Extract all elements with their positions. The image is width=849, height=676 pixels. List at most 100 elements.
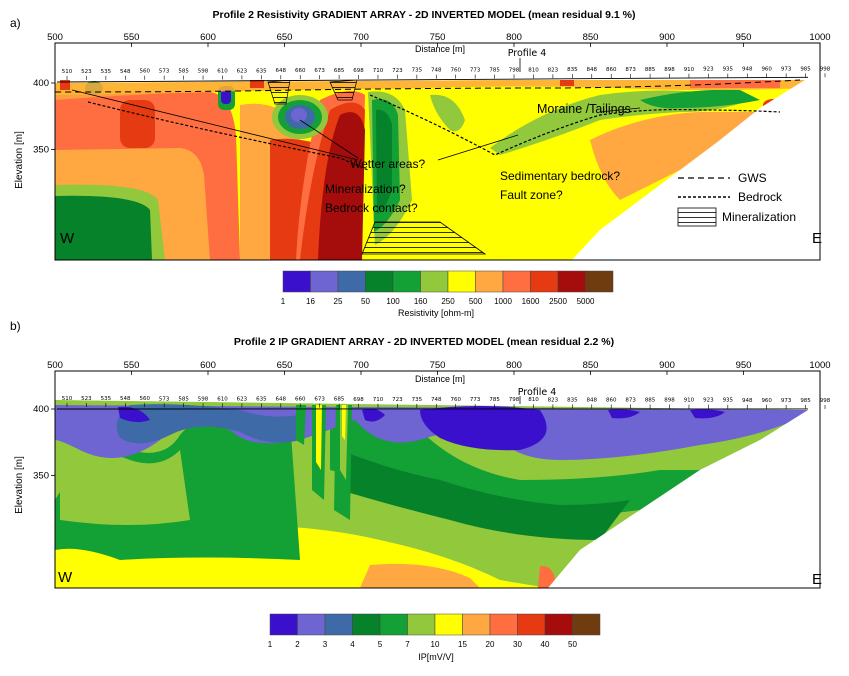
panel-a-color-scale: 1 16 25 50 100 160 250 500 1000 1600 2500 5000 xyxy=(281,270,614,306)
electrode-label: 835 xyxy=(567,397,578,403)
interpretation-legend: GWS Bedrock Mineralization xyxy=(677,171,796,227)
scale-value: 1000 xyxy=(494,297,512,306)
bedrock-line-east xyxy=(369,94,781,156)
scale-swatch xyxy=(530,270,559,293)
scale-value: 160 xyxy=(414,297,428,306)
scale-value: 5 xyxy=(378,640,383,649)
electrode-label: 873 xyxy=(625,397,636,403)
scale-swatch xyxy=(572,613,601,636)
electrode-label: 685 xyxy=(334,68,345,74)
electrode-label: 610 xyxy=(217,68,228,74)
electrode-label: 535 xyxy=(101,69,112,75)
panel-b-y-axis: 350 400 xyxy=(33,404,55,482)
panel-b-title: Profile 2 IP GRADIENT ARRAY - 2D INVERTE… xyxy=(234,336,614,348)
scale-value: 5000 xyxy=(577,297,595,306)
electrode-label: 548 xyxy=(120,69,131,75)
electrode-label: 598 xyxy=(198,69,209,75)
scale-value: 100 xyxy=(386,297,400,306)
electrode-label: 835 xyxy=(567,67,578,73)
scale-swatch xyxy=(544,613,573,636)
scale-value: 25 xyxy=(334,297,343,306)
electrode-label: 885 xyxy=(645,398,656,404)
panel-a-frame xyxy=(54,42,821,261)
scale-value: 50 xyxy=(361,297,370,306)
annotation-bedrock-contact: Bedrock contact? xyxy=(325,201,418,215)
electrode-label: 923 xyxy=(703,398,714,404)
panel-a-ylabel: Elevation [m] xyxy=(14,131,25,189)
electrode-label: 998 xyxy=(820,66,831,72)
scale-value: 15 xyxy=(458,640,467,649)
scale-swatch xyxy=(269,613,298,636)
scale-swatch xyxy=(447,270,476,293)
x-tick-label: 700 xyxy=(353,360,369,371)
electrode-label: 935 xyxy=(723,67,734,73)
electrode-label: 510 xyxy=(62,69,73,75)
electrode-label: 735 xyxy=(412,68,423,74)
electrode-label: 860 xyxy=(606,67,617,73)
scale-swatch xyxy=(502,270,531,293)
scale-value: 3 xyxy=(323,640,328,649)
panel-b-west-label: W xyxy=(58,569,73,586)
electrode-label: 848 xyxy=(587,67,598,73)
electrode-label: 885 xyxy=(645,67,656,73)
electrode-label: 973 xyxy=(781,66,792,72)
scale-swatch xyxy=(420,270,449,293)
electrode-label: 948 xyxy=(742,398,753,404)
scale-value: 2 xyxy=(295,640,300,649)
scale-swatch xyxy=(557,270,586,293)
panel-b-ip-model xyxy=(55,400,820,588)
scale-value: 1 xyxy=(268,640,273,649)
electrode-label: 573 xyxy=(159,69,170,75)
electrode-label: 773 xyxy=(470,68,481,74)
panel-b-electrodes: 510 523 535 548 560 573 585 598 610 623 635 648 660 6… xyxy=(56,396,831,410)
electrode-label: 973 xyxy=(781,398,792,404)
scale-value: 1600 xyxy=(522,297,540,306)
scale-value: 7 xyxy=(405,640,410,649)
electrode-label: 548 xyxy=(120,396,131,402)
electrode-label: 623 xyxy=(237,68,248,74)
panel-a-east-label: E xyxy=(812,230,822,247)
electrode-label: 698 xyxy=(353,397,364,403)
electrode-label: 610 xyxy=(217,396,228,402)
electrode-label: 748 xyxy=(431,68,442,74)
electrode-label: 735 xyxy=(412,397,423,403)
x-tick-label: 800 xyxy=(506,32,522,43)
scale-swatch xyxy=(392,270,421,293)
electrode-label: 798 xyxy=(509,67,520,73)
electrode-label: 660 xyxy=(295,397,306,403)
electrode-label: 910 xyxy=(684,67,695,73)
scale-swatch xyxy=(517,613,546,636)
electrode-label: 685 xyxy=(334,397,345,403)
legend-mineralization: Mineralization xyxy=(722,210,796,224)
electrode-label: 585 xyxy=(178,69,189,75)
electrode-label: 785 xyxy=(489,67,500,73)
scale-swatch xyxy=(282,270,311,293)
panel-a-letter: a) xyxy=(10,16,21,30)
scale-value: 50 xyxy=(568,640,577,649)
interpretation-annotations: Wetter areas? Mineralization? Bedrock co… xyxy=(71,89,641,215)
electrode-label: 760 xyxy=(450,397,461,403)
x-tick-label: 550 xyxy=(124,360,140,371)
scale-value: 500 xyxy=(469,297,483,306)
scale-swatch xyxy=(585,270,614,293)
electrode-label: 710 xyxy=(373,68,384,74)
scale-value: 30 xyxy=(513,640,522,649)
electrode-label: 560 xyxy=(139,69,150,75)
electrode-label: 773 xyxy=(470,397,481,403)
electrode-label: 998 xyxy=(820,398,831,404)
scale-value: 2500 xyxy=(549,297,567,306)
x-tick-label: 950 xyxy=(736,360,752,371)
scale-value: 20 xyxy=(486,640,495,649)
x-tick-label: 550 xyxy=(124,32,140,43)
electrode-label: 910 xyxy=(684,398,695,404)
scale-swatch xyxy=(407,613,436,636)
panel-b-x-axis: 500 550 600 650 700 750 800 850 900 950 1000 xyxy=(47,360,831,375)
scale-swatch xyxy=(489,613,518,636)
scale-swatch xyxy=(475,270,504,293)
electrode-label: 760 xyxy=(450,68,461,74)
annotation-wetter: Wetter areas? xyxy=(350,157,425,171)
scale-swatch xyxy=(365,270,394,293)
x-tick-label: 700 xyxy=(353,32,369,43)
electrode-label: 810 xyxy=(528,67,539,73)
panel-a-resistivity-model xyxy=(55,80,820,260)
